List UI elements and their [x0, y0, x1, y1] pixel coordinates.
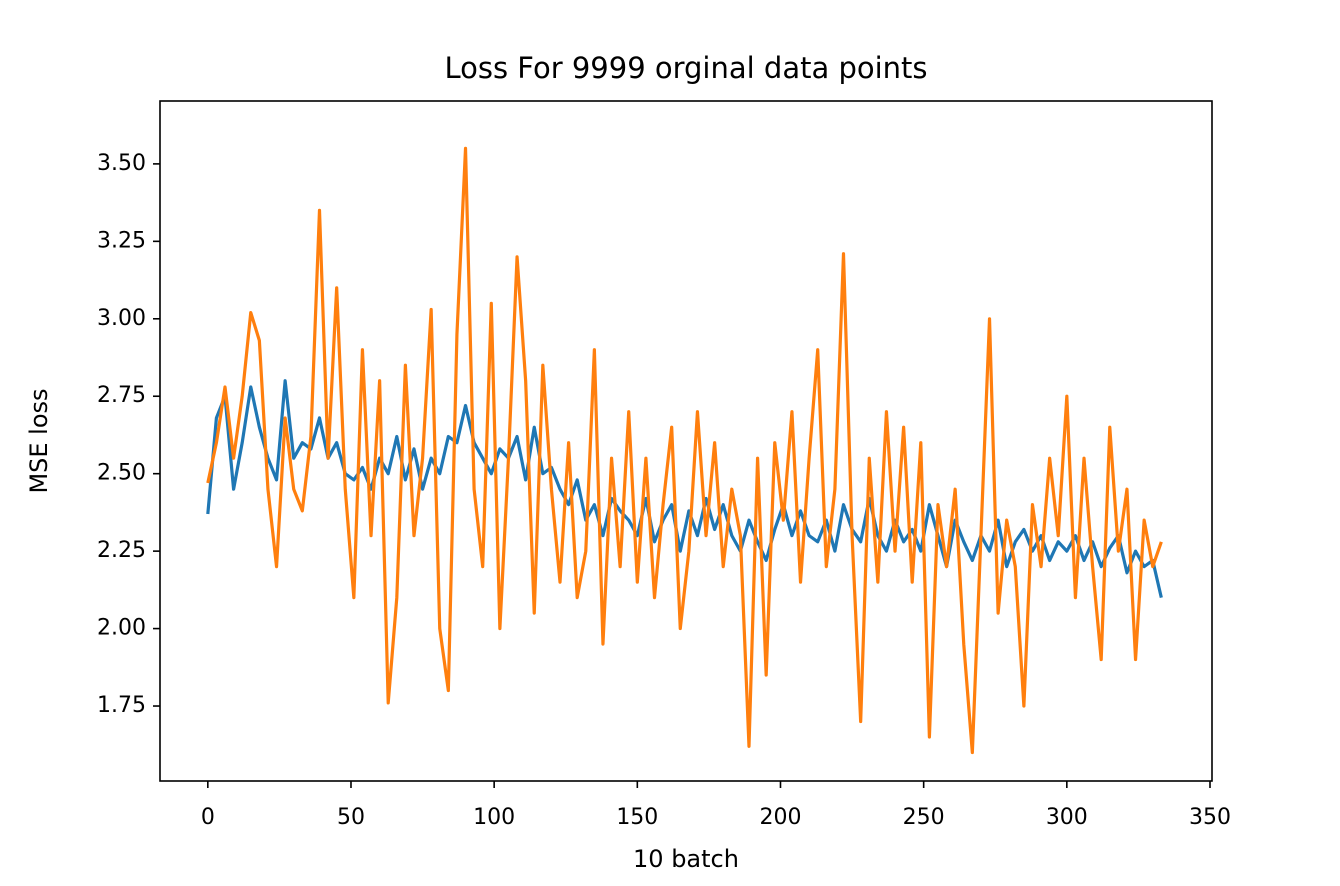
y-tick-label: 3.00 — [97, 306, 146, 331]
chart-title: Loss For 9999 orginal data points — [444, 51, 927, 85]
x-tick-label: 100 — [473, 805, 515, 830]
y-tick-label: 3.25 — [97, 228, 146, 253]
x-tick-label: 250 — [903, 805, 945, 830]
x-axis-label: 10 batch — [633, 845, 739, 873]
y-axis-label: MSE loss — [25, 388, 53, 493]
y-tick-label: 2.50 — [97, 461, 146, 486]
y-tick-label: 3.50 — [97, 151, 146, 176]
plot-frame — [159, 100, 1213, 782]
x-tick-label: 300 — [1046, 805, 1088, 830]
y-tick-label: 2.25 — [97, 538, 146, 563]
y-tick-label: 1.75 — [97, 693, 146, 718]
y-tick-label: 2.75 — [97, 383, 146, 408]
x-tick-label: 0 — [201, 805, 215, 830]
x-tick-label: 200 — [759, 805, 801, 830]
x-tick-label: 350 — [1189, 805, 1231, 830]
x-tick-label: 50 — [337, 805, 365, 830]
line-series — [206, 379, 1163, 598]
y-tick-label: 2.00 — [97, 616, 146, 641]
x-tick-label: 150 — [616, 805, 658, 830]
line-series — [206, 146, 1163, 755]
